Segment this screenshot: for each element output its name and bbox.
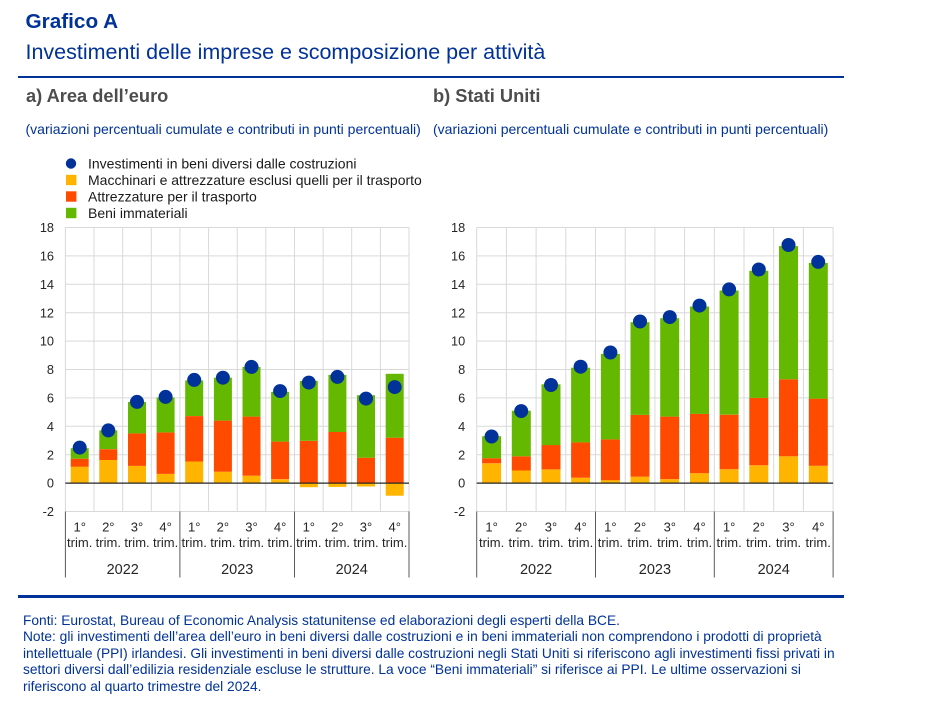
svg-text:10: 10 [451, 334, 465, 349]
svg-text:Attrezzature per il trasporto: Attrezzature per il trasporto [88, 188, 257, 204]
svg-text:Beni immateriali: Beni immateriali [88, 205, 188, 221]
svg-text:2°: 2° [634, 520, 646, 535]
svg-text:3°: 3° [782, 520, 794, 535]
svg-text:2°: 2° [515, 520, 527, 535]
svg-text:6: 6 [47, 391, 54, 406]
svg-text:3°: 3° [245, 520, 257, 535]
svg-text:trim.: trim. [716, 535, 741, 550]
svg-text:0: 0 [458, 476, 465, 491]
svg-text:1°: 1° [303, 520, 315, 535]
svg-text:14: 14 [451, 277, 465, 292]
svg-text:trim.: trim. [806, 535, 831, 550]
svg-text:16: 16 [451, 249, 465, 264]
svg-text:4°: 4° [388, 520, 400, 535]
svg-text:10: 10 [40, 334, 54, 349]
svg-text:14: 14 [40, 277, 54, 292]
svg-text:trim.: trim. [325, 535, 350, 550]
svg-text:4°: 4° [159, 520, 171, 535]
svg-text:8: 8 [458, 362, 465, 377]
svg-text:trim.: trim. [687, 535, 712, 550]
svg-text:trim.: trim. [353, 535, 378, 550]
svg-text:3°: 3° [360, 520, 372, 535]
svg-text:2: 2 [47, 447, 54, 462]
svg-text:0: 0 [47, 476, 54, 491]
svg-text:-2: -2 [454, 504, 465, 519]
svg-text:trim.: trim. [657, 535, 682, 550]
svg-text:trim.: trim. [182, 535, 207, 550]
svg-text:1°: 1° [188, 520, 200, 535]
svg-text:trim.: trim. [598, 535, 623, 550]
svg-text:2°: 2° [331, 520, 343, 535]
svg-text:trim.: trim. [296, 535, 321, 550]
svg-text:6: 6 [458, 391, 465, 406]
svg-text:3°: 3° [664, 520, 676, 535]
svg-text:-2: -2 [43, 504, 54, 519]
svg-text:trim.: trim. [67, 535, 92, 550]
svg-text:2°: 2° [102, 520, 114, 535]
svg-text:4: 4 [458, 419, 465, 434]
svg-text:trim.: trim. [239, 535, 264, 550]
svg-text:2024: 2024 [758, 562, 790, 578]
svg-text:2022: 2022 [520, 562, 552, 578]
svg-text:2023: 2023 [639, 562, 671, 578]
svg-text:2022: 2022 [107, 562, 139, 578]
svg-text:trim.: trim. [776, 535, 801, 550]
svg-text:trim.: trim. [153, 535, 178, 550]
svg-text:18: 18 [40, 220, 54, 235]
svg-text:1°: 1° [723, 520, 735, 535]
svg-text:2023: 2023 [221, 562, 253, 578]
svg-text:1°: 1° [73, 520, 85, 535]
svg-text:4°: 4° [693, 520, 705, 535]
svg-text:8: 8 [47, 362, 54, 377]
svg-text:12: 12 [451, 305, 465, 320]
svg-text:trim.: trim. [124, 535, 149, 550]
svg-text:3°: 3° [131, 520, 143, 535]
svg-text:4°: 4° [812, 520, 824, 535]
svg-text:trim.: trim. [568, 535, 593, 550]
svg-text:4°: 4° [574, 520, 586, 535]
svg-text:12: 12 [40, 305, 54, 320]
svg-text:2°: 2° [753, 520, 765, 535]
svg-text:2024: 2024 [336, 562, 368, 578]
svg-text:1°: 1° [485, 520, 497, 535]
svg-text:trim.: trim. [479, 535, 504, 550]
svg-text:1°: 1° [604, 520, 616, 535]
svg-text:trim.: trim. [538, 535, 563, 550]
svg-text:trim.: trim. [210, 535, 235, 550]
svg-text:trim.: trim. [96, 535, 121, 550]
svg-text:trim.: trim. [382, 535, 407, 550]
svg-text:4: 4 [47, 419, 54, 434]
svg-text:Macchinari e attrezzature escl: Macchinari e attrezzature esclusi quelli… [88, 172, 422, 188]
svg-text:trim.: trim. [627, 535, 652, 550]
svg-text:4°: 4° [274, 520, 286, 535]
svg-text:3°: 3° [545, 520, 557, 535]
svg-text:2: 2 [458, 447, 465, 462]
svg-text:18: 18 [451, 220, 465, 235]
svg-text:2°: 2° [217, 520, 229, 535]
svg-text:trim.: trim. [746, 535, 771, 550]
svg-text:Investimenti in beni diversi d: Investimenti in beni diversi dalle costr… [88, 155, 356, 171]
svg-text:trim.: trim. [267, 535, 292, 550]
svg-text:trim.: trim. [509, 535, 534, 550]
svg-text:16: 16 [40, 249, 54, 264]
